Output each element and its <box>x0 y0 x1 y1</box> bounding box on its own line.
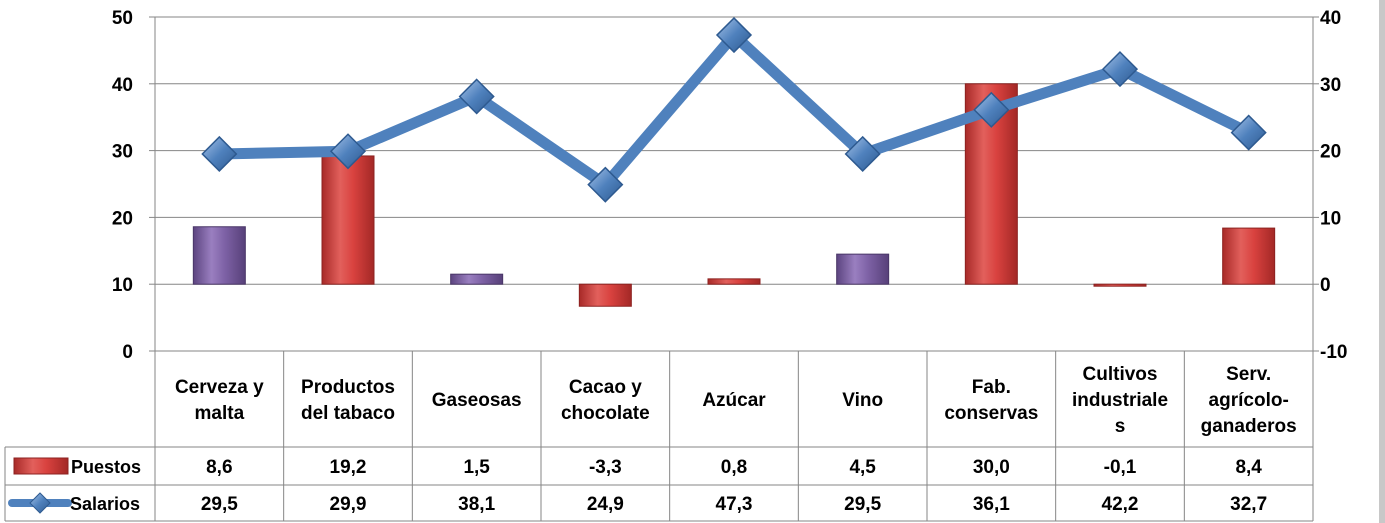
category-label: chocolate <box>561 403 650 424</box>
bar <box>836 253 890 285</box>
left-tick-label: 40 <box>112 75 133 96</box>
salarios-marker <box>329 133 367 170</box>
bar <box>192 226 246 285</box>
salarios-marker <box>587 166 624 203</box>
value-cell: 36,1 <box>973 494 1010 515</box>
category-label: Azúcar <box>702 390 766 411</box>
right-tick-label: 30 <box>1320 75 1341 96</box>
salarios-marker <box>1101 51 1139 88</box>
category-label: agrícolo- <box>1209 390 1289 411</box>
value-cell: 29,9 <box>330 494 367 515</box>
bar <box>1093 283 1147 287</box>
value-cell: 42,2 <box>1102 494 1139 515</box>
legend: Puestos Salarios <box>8 457 141 514</box>
category-label: Serv. <box>1226 364 1271 385</box>
value-cell: 19,2 <box>330 457 367 478</box>
category-label: malta <box>195 403 245 424</box>
category-label: Cacao y <box>569 377 642 398</box>
legend-key-salarios-marker <box>29 492 51 514</box>
value-cell: 8,4 <box>1235 457 1262 478</box>
right-tick-label: 20 <box>1320 142 1341 163</box>
value-cell: 32,7 <box>1230 494 1267 515</box>
value-cell: 30,0 <box>973 457 1010 478</box>
window-edge <box>1379 0 1385 523</box>
salarios-marker <box>973 91 1010 128</box>
value-cell: 47,3 <box>716 494 753 515</box>
bar <box>450 273 504 285</box>
right-tick-label: -10 <box>1320 342 1347 363</box>
salarios-marker <box>844 135 881 173</box>
category-label: ganaderos <box>1201 416 1297 437</box>
category-label: Productos <box>301 377 395 398</box>
bar <box>707 278 761 285</box>
left-tick-label: 30 <box>112 142 133 163</box>
salarios-marker <box>1230 114 1267 151</box>
category-label: Vino <box>842 390 883 411</box>
category-label: Cerveza y <box>175 377 264 398</box>
legend-label-salarios: Salarios <box>70 494 140 514</box>
category-label: Cultivos <box>1083 364 1158 385</box>
value-cell: 24,9 <box>587 494 624 515</box>
right-tick-label: 10 <box>1320 208 1341 229</box>
salarios-marker <box>201 135 238 173</box>
bar-series-puestos <box>192 83 1276 307</box>
value-cell: 38,1 <box>458 494 495 515</box>
axis-labels: 0 10 20 30 40 50 -10 0 10 20 30 40 <box>112 8 1348 363</box>
right-tick-label: 40 <box>1320 8 1341 29</box>
value-cell: -3,3 <box>589 457 622 478</box>
bar <box>1222 227 1276 285</box>
category-label: s <box>1115 416 1126 437</box>
legend-key-puestos <box>13 457 69 475</box>
left-tick-label: 0 <box>122 342 133 363</box>
category-label: Gaseosas <box>432 390 522 411</box>
salarios-marker <box>715 16 753 54</box>
legend-label-puestos: Puestos <box>71 457 141 477</box>
bar <box>578 283 632 307</box>
category-label: conservas <box>944 403 1038 424</box>
value-cell: 29,5 <box>844 494 881 515</box>
line-series-salarios <box>201 16 1267 203</box>
category-label: Fab. <box>972 377 1011 398</box>
value-cell: 8,6 <box>206 457 232 478</box>
right-tick-label: 0 <box>1320 275 1331 296</box>
value-cell: 4,5 <box>849 457 876 478</box>
category-label: del tabaco <box>301 403 395 424</box>
left-tick-label: 10 <box>112 275 133 296</box>
left-tick-label: 50 <box>112 8 133 29</box>
value-cell: -0,1 <box>1104 457 1137 478</box>
value-cell: 1,5 <box>463 457 490 478</box>
salarios-marker <box>458 78 495 115</box>
value-cell: 29,5 <box>201 494 238 515</box>
category-label: industriale <box>1072 390 1168 411</box>
bar <box>321 155 375 285</box>
left-tick-label: 20 <box>112 208 133 229</box>
value-cell: 0,8 <box>721 457 747 478</box>
data-table: Cerveza y malta Productos del tabaco Gaseosa… <box>4 350 1314 522</box>
